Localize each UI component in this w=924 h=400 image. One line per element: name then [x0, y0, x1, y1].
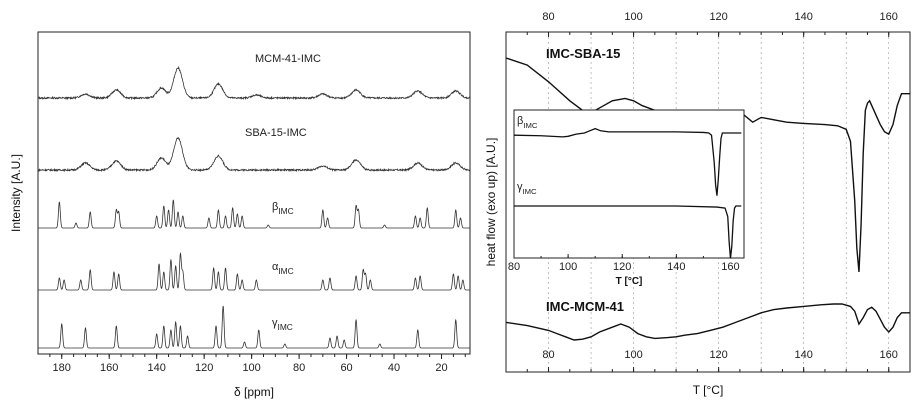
nmr-series-label: γIMC	[272, 317, 293, 332]
left-x-tick-label: 100	[242, 362, 260, 374]
nmr-spectrum-line	[37, 65, 471, 101]
inset-x-axis-label: T [°C]	[616, 276, 643, 287]
dsc-curve	[505, 57, 910, 273]
inset-dsc-curve	[513, 127, 742, 196]
right-y-axis-label: heat flow (exo up) [A.U.]	[484, 138, 498, 267]
right-x-tick-label: 140	[795, 349, 813, 361]
dsc-series-label: IMC-MCM-41	[546, 299, 624, 314]
left-x-tick-label: 20	[435, 362, 447, 374]
inset-x-tick-label: 140	[667, 261, 685, 273]
inset-x-tick-label: 120	[613, 261, 631, 273]
right-x-tick-label: 80	[542, 349, 554, 361]
left-x-tick-label: 60	[340, 362, 352, 374]
dsc-curve	[505, 303, 910, 341]
nmr-series-label: βIMC	[272, 201, 294, 216]
right-x-axis-label: T [°C]	[693, 383, 724, 397]
left-x-tick-label: 160	[100, 362, 118, 374]
nmr-spectrum-line	[38, 305, 470, 349]
nmr-spectrum-line	[37, 137, 471, 173]
inset-x-tick-label: 160	[721, 261, 739, 273]
inset-x-tick-label: 80	[508, 261, 520, 273]
nmr-series-label: MCM-41-IMC	[255, 53, 321, 65]
right-x-tick-label: 100	[624, 349, 642, 361]
inset-series-label: γIMC	[517, 181, 537, 196]
left-x-axis-label: δ [ppm]	[234, 385, 274, 399]
inset-frame	[513, 109, 745, 259]
nmr-spectrum-line	[38, 199, 470, 229]
left-x-tick-label: 80	[293, 362, 305, 374]
left-x-tick-label: 140	[148, 362, 166, 374]
dsc-series-label: IMC-SBA-15	[546, 46, 620, 61]
left-y-axis-label: Intensity [A.U.]	[9, 154, 23, 232]
right-x-top-tick-label: 100	[624, 11, 642, 23]
nmr-series-label: αIMC	[272, 261, 294, 276]
right-x-tick-label: 160	[880, 349, 898, 361]
right-x-top-tick-label: 80	[542, 11, 554, 23]
nmr-spectrum-line	[38, 252, 470, 291]
right-x-tick-label: 120	[709, 349, 727, 361]
right-x-top-tick-label: 120	[709, 11, 727, 23]
right-x-top-tick-label: 160	[880, 11, 898, 23]
right-x-top-tick-label: 140	[795, 11, 813, 23]
left-plot-frame	[37, 31, 471, 355]
right-plot-frame	[505, 31, 911, 373]
inset-dsc-curve	[514, 205, 742, 259]
inset-x-tick-label: 100	[559, 261, 577, 273]
inset-series-label: βIMC	[517, 115, 538, 130]
left-x-tick-label: 120	[195, 362, 213, 374]
nmr-series-label: SBA-15-IMC	[245, 127, 307, 139]
left-x-tick-label: 180	[53, 362, 71, 374]
left-x-tick-label: 40	[388, 362, 400, 374]
